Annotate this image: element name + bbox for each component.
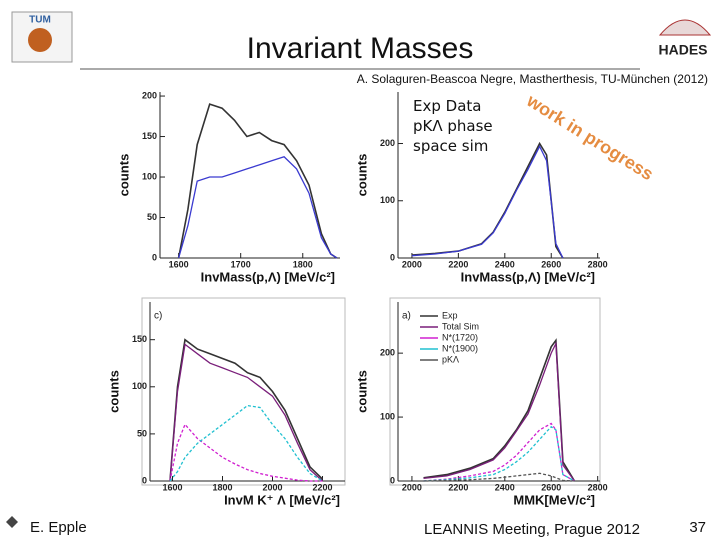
logo-right: HADES — [658, 19, 712, 58]
series-line — [169, 404, 323, 482]
legend-label: N*(1900) — [442, 343, 478, 353]
y-axis-label: counts — [354, 154, 369, 197]
x-tick-label: 2400 — [495, 482, 515, 492]
x-tick-label: 2600 — [541, 482, 561, 492]
legend-label: pKΛ — [442, 354, 459, 364]
series-line — [177, 103, 338, 259]
x-axis-label: InvM K⁺ Λ [MeV/c²] — [224, 492, 340, 507]
y-tick-label: 200 — [142, 90, 157, 100]
series-line — [423, 422, 575, 482]
footer-icon — [6, 516, 18, 528]
chart: 0 100 200 2000 2200 2400 2600 2800InvMass(p,Λ) … — [354, 90, 657, 285]
panel-label: c) — [154, 311, 162, 322]
y-tick-label: 0 — [390, 475, 395, 485]
logo-left-text: TUM — [29, 15, 51, 26]
series-line — [423, 472, 575, 482]
subtitle: A. Solaguren-Beascoa Negre, Mastherthesi… — [357, 72, 708, 86]
series-line — [423, 341, 576, 482]
y-tick-label: 0 — [142, 475, 147, 485]
y-tick-label: 0 — [152, 252, 157, 262]
x-tick-label: 2000 — [402, 259, 422, 269]
legend: Exp Data pKΛ phase space sim — [413, 96, 523, 156]
legend-box: Exp Data pKΛ phase space sim — [413, 96, 523, 156]
logo-left: TUM — [11, 11, 73, 63]
legend-label: Exp Data — [413, 97, 482, 115]
y-tick-label: 50 — [137, 428, 147, 438]
series-line — [169, 423, 323, 482]
x-tick-label: 1800 — [212, 482, 232, 492]
y-axis-label: counts — [354, 370, 369, 413]
y-tick-label: 150 — [132, 334, 147, 344]
y-tick-label: 150 — [142, 131, 157, 141]
legend-label: N*(1720) — [442, 332, 478, 342]
y-tick-label: 100 — [380, 195, 395, 205]
legend-label: Total Sim — [442, 321, 479, 331]
annotation: work in progress — [523, 90, 657, 184]
y-tick-label: 100 — [380, 411, 395, 421]
legend-label: pKΛ phase space sim — [413, 117, 493, 155]
plot-frame — [141, 297, 346, 486]
y-tick-label: 100 — [132, 381, 147, 391]
y-tick-label: 0 — [390, 252, 395, 262]
x-tick-label: 2800 — [588, 482, 608, 492]
x-tick-label: 2600 — [541, 259, 561, 269]
y-tick-label: 50 — [147, 212, 157, 222]
event: LEANNIS Meeting, Prague 2012 — [424, 521, 640, 538]
y-tick-label: 100 — [142, 171, 157, 181]
series-line — [177, 156, 338, 259]
x-tick-label: 2000 — [262, 482, 282, 492]
logo-right-text: HADES — [658, 42, 707, 58]
series-line — [411, 144, 564, 259]
x-tick-label: 2000 — [402, 482, 422, 492]
x-tick-label: 1600 — [162, 482, 182, 492]
x-tick-label: 1800 — [293, 259, 313, 269]
y-tick-label: 200 — [380, 348, 395, 358]
x-tick-label: 2200 — [312, 482, 332, 492]
x-tick-label: 2200 — [448, 259, 468, 269]
x-tick-label: 2400 — [495, 259, 515, 269]
x-tick-label: 2800 — [588, 259, 608, 269]
legend-label: Exp — [442, 310, 458, 320]
y-axis-label: counts — [106, 370, 121, 413]
panel-label: a) — [402, 311, 411, 322]
y-tick-label: 200 — [380, 138, 395, 148]
x-tick-label: 1700 — [231, 259, 251, 269]
x-axis-label: InvMass(p,Λ) [MeV/c²] — [461, 269, 595, 284]
page-number: 37 — [689, 519, 706, 536]
y-axis-label: counts — [116, 154, 131, 197]
series-line — [169, 343, 323, 482]
plot-frame — [389, 297, 601, 486]
author: E. Epple — [30, 519, 87, 536]
series-line — [423, 425, 575, 482]
x-tick-label: 2200 — [448, 482, 468, 492]
x-axis-label: MMK[MeV/c²] — [513, 492, 595, 507]
series-line — [169, 338, 324, 482]
x-tick-label: 1600 — [169, 259, 189, 269]
slide-title: Invariant Masses — [247, 32, 474, 65]
x-axis-label: InvMass(p,Λ) [MeV/c²] — [201, 269, 335, 284]
